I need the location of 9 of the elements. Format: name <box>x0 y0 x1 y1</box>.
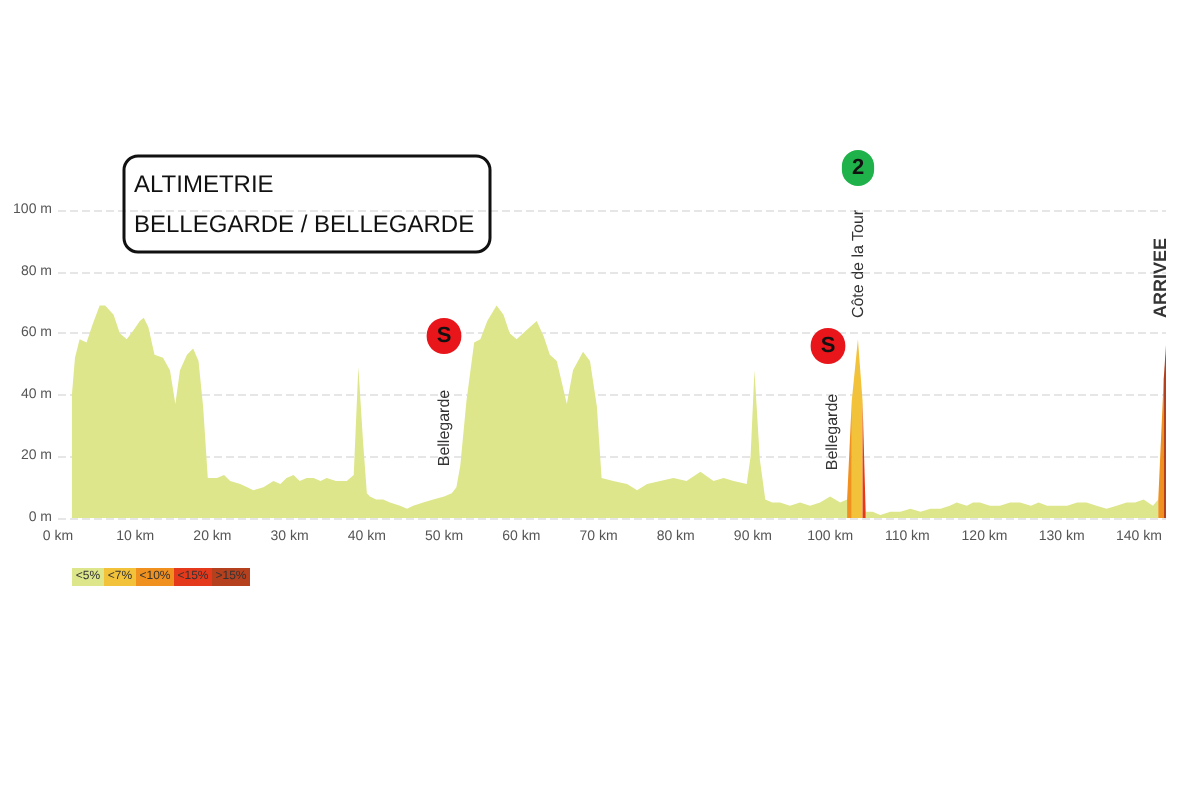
annotation: S <box>436 324 452 348</box>
annotation: Bellegarde <box>823 392 841 471</box>
chart-title: ALTIMETRIE <box>134 170 274 198</box>
annotation: S <box>820 334 836 358</box>
text: 2 <box>851 156 865 180</box>
annotation: Bellegarde <box>435 388 453 467</box>
annotation: Côte de la Tour <box>849 209 867 319</box>
annotation: ARRIVEE <box>1150 237 1170 319</box>
chart-subtitle: BELLEGARDE / BELLEGARDE <box>134 210 475 238</box>
